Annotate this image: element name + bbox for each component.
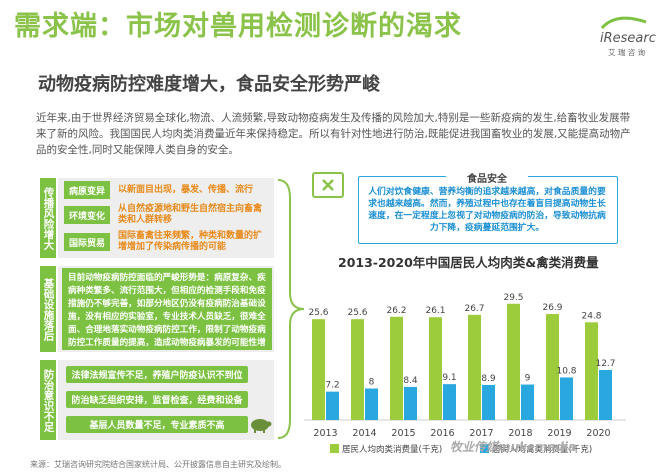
logo-mark-icon: iResearch 艾 瑞 咨 询 (600, 16, 660, 57)
bar-poultry-2015 (404, 386, 417, 420)
risk-label-text: 传播风险增大 (42, 186, 55, 250)
data-label-meat-2018: 29.5 (503, 293, 523, 303)
bar-poultry-2014 (365, 388, 378, 420)
iresearch-logo: iResearch 艾 瑞 咨 询 (596, 8, 660, 58)
data-label-poultry-2014: 8 (369, 377, 375, 387)
data-label-meat-2015: 26.2 (386, 306, 406, 316)
data-label-poultry-2020: 12.7 (595, 359, 615, 369)
x-tick-label-2018: 2018 (508, 428, 532, 439)
bar-meat-2019 (546, 314, 559, 420)
data-label-poultry-2017: 8.9 (481, 374, 496, 384)
risk-tag-2: 环境变化 (64, 206, 110, 224)
data-label-meat-2013: 25.6 (308, 308, 328, 318)
bar-poultry-2020 (599, 369, 612, 420)
legend-label-poultry: 居民人均禽类消费量(千克) (492, 444, 592, 455)
legend-label-meat: 居民人均肉类消费量(千克) (342, 444, 442, 455)
logo-text: iResearch (600, 31, 656, 46)
risk-tag-3: 国际贸易 (64, 233, 110, 251)
chart-title: 2013-2020年中国居民人均肉类&禽类消费量 (338, 255, 599, 270)
bar-meat-2018 (507, 303, 520, 420)
infra-text: 目前动物疫病防控面临的严峻形势是：病原复杂、疾病种类繁多、流行范围大，但相应的检… (62, 268, 272, 350)
data-label-poultry-2015: 8.4 (403, 376, 418, 386)
infra-label-text: 基础设施落后 (42, 277, 55, 341)
x-tick-label-2015: 2015 (391, 428, 415, 439)
data-label-meat-2019: 26.9 (542, 303, 562, 313)
awareness-item-1: 法律法规宣传不足，养殖户防疫认识不到位 (66, 366, 248, 383)
data-label-meat-2017: 26.7 (464, 304, 484, 314)
awareness-label-text: 防治意识不足 (42, 368, 55, 432)
source-note: 来源：艾瑞咨询研究院结合国家统计局、公开披露信息自主研究及绘制。 (30, 460, 286, 469)
bar-poultry-2016 (443, 384, 456, 420)
close-x-icon (312, 172, 344, 198)
bar-meat-2016 (429, 317, 442, 420)
page-subtitle: 动物疫病防控难度增大，食品安全形势严峻 (38, 74, 380, 95)
data-label-meat-2016: 26.1 (425, 306, 445, 316)
data-label-meat-2020: 24.8 (581, 311, 601, 321)
bar-meat-2020 (585, 322, 598, 420)
food-safety-title: 食品安全 (467, 174, 507, 185)
bar-meat-2015 (390, 316, 403, 420)
risk-text-1: 以新面目出现，暴发、传播、流行 (118, 184, 254, 195)
infra-label: 基础设施落后 (40, 266, 56, 352)
bar-meat-2013 (312, 319, 325, 420)
risk-text-3: 国际畜禽往来频繁，种类和数量的扩增增加了传染病传播的可能 (118, 231, 263, 252)
x-tick-label-2014: 2014 (352, 428, 376, 439)
x-tick-label-2017: 2017 (469, 428, 493, 439)
bracket-connector (277, 179, 305, 439)
bar-meat-2014 (351, 319, 364, 420)
x-tick-label-2013: 2013 (313, 428, 337, 439)
bar-chart: 25.6 7.2 2013 25.6 8 2014 26.2 8.4 2015 26.1 9.1 20… (304, 293, 626, 455)
pig-icon (251, 419, 272, 433)
risk-text-2: 从自然疫源地和野生自然宿主向畜禽类和人群转移 (118, 204, 263, 225)
bar-poultry-2019 (560, 377, 573, 420)
legend-swatch-meat (330, 444, 339, 453)
watermark: 牧业传媒mukemedia (450, 440, 577, 454)
data-label-poultry-2018: 9 (525, 374, 531, 384)
x-tick-label-2019: 2019 (547, 428, 571, 439)
awareness-item-3: 基层人员数量不足，专业素质不高 (66, 416, 248, 433)
data-label-meat-2014: 25.6 (347, 308, 367, 318)
data-label-poultry-2016: 9.1 (442, 373, 456, 383)
risk-label: 传播风险增大 (40, 178, 56, 258)
bar-meat-2017 (468, 314, 481, 420)
awareness-label: 防治意识不足 (40, 360, 56, 440)
data-label-poultry-2013: 7.2 (325, 381, 339, 391)
x-tick-label-2020: 2020 (586, 428, 610, 439)
bar-poultry-2013 (326, 391, 339, 420)
food-safety-title-wrap: 食品安全 (446, 167, 528, 185)
bar-poultry-2018 (521, 384, 534, 420)
page-title: 需求端：市场对兽用检测诊断的渴求 (14, 11, 462, 42)
x-tick-label-2016: 2016 (430, 428, 454, 439)
logo-sub: 艾 瑞 咨 询 (608, 47, 646, 57)
food-safety-text: 人们对饮食健康、营养均衡的追求越来越高，对食品质量的要求也越来越高。然而，养殖过… (368, 187, 606, 233)
bar-poultry-2017 (482, 384, 495, 420)
intro-paragraph: 近年来,由于世界经济贸易全球化,物流、人流频繁,导致动物疫病发生及传播的风险加大… (36, 112, 631, 156)
awareness-item-2: 防治缺乏组织安排，监督检查，经费和设备 (66, 391, 248, 408)
data-label-poultry-2019: 10.8 (556, 366, 576, 376)
risk-tag-1: 病原变异 (64, 181, 110, 199)
legend-swatch-poultry (480, 444, 489, 453)
